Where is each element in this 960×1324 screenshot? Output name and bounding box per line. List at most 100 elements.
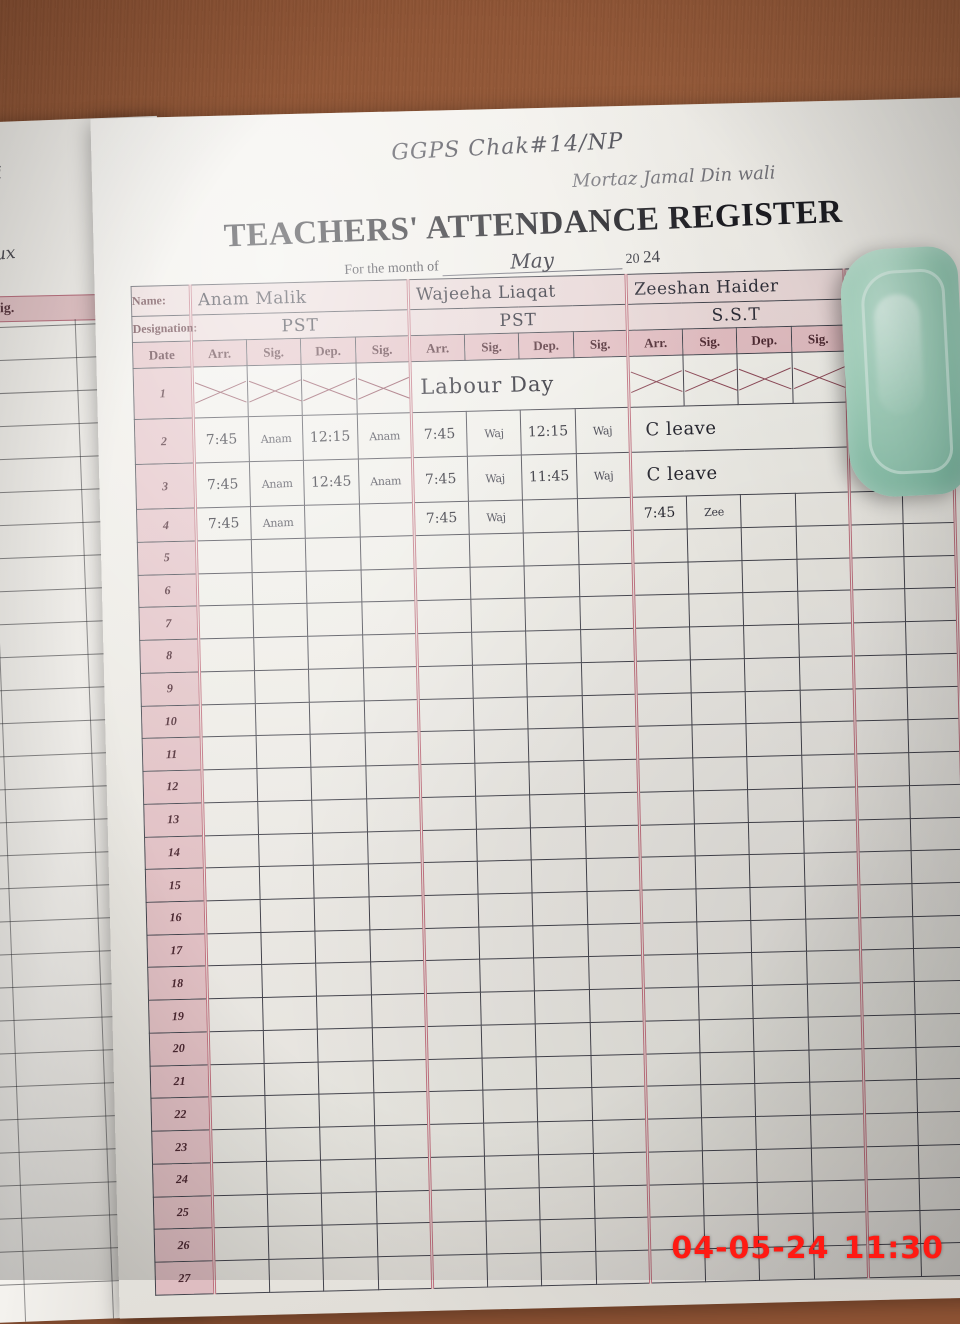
entry-cell[interactable]: [423, 894, 479, 929]
entry-cell[interactable]: [856, 785, 910, 820]
entry-cell[interactable]: [537, 1087, 593, 1122]
entry-cell[interactable]: [268, 1258, 324, 1293]
entry-cell[interactable]: [918, 1176, 960, 1211]
entry-cell[interactable]: [540, 1218, 596, 1253]
entry-cell[interactable]: Waj: [465, 410, 522, 457]
entry-cell[interactable]: [744, 657, 800, 692]
entry-cell[interactable]: [795, 524, 852, 559]
entry-cell[interactable]: [371, 1026, 428, 1061]
entry-cell[interactable]: [700, 1083, 756, 1118]
entry-cell[interactable]: [359, 502, 415, 537]
entry-cell[interactable]: [864, 1112, 918, 1147]
entry-cell[interactable]: [687, 560, 744, 595]
entry-cell[interactable]: [480, 1023, 537, 1058]
entry-cell[interactable]: [795, 492, 851, 527]
entry-cell[interactable]: [431, 1221, 487, 1256]
entry-cell[interactable]: [902, 522, 956, 557]
entry-cell[interactable]: [750, 886, 806, 921]
entry-cell[interactable]: [580, 628, 636, 663]
entry-cell[interactable]: [314, 929, 371, 964]
entry-cell[interactable]: [855, 719, 909, 754]
entry-cell[interactable]: [207, 997, 263, 1032]
entry-cell[interactable]: [421, 828, 477, 863]
entry-cell[interactable]: [698, 985, 754, 1020]
entry-cell[interactable]: [743, 624, 800, 659]
entry-cell[interactable]: [695, 887, 752, 922]
entry-cell[interactable]: [264, 1094, 320, 1129]
entry-cell[interactable]: [428, 1090, 484, 1125]
entry-cell[interactable]: [586, 890, 643, 925]
entry-cell[interactable]: [262, 1029, 319, 1064]
entry-cell[interactable]: [250, 538, 307, 573]
entry-cell[interactable]: [263, 1061, 319, 1096]
entry-cell[interactable]: [858, 850, 912, 885]
entry-cell[interactable]: [477, 892, 534, 927]
entry-cell-crossed[interactable]: [246, 364, 303, 417]
entry-cell[interactable]: [424, 926, 480, 961]
entry-cell[interactable]: [363, 699, 420, 734]
entry-cell[interactable]: [472, 696, 529, 731]
entry-cell[interactable]: [306, 569, 362, 604]
entry-cell[interactable]: [806, 950, 862, 985]
entry-cell[interactable]: [199, 670, 255, 705]
entry-cell[interactable]: [310, 733, 366, 768]
entry-cell[interactable]: [632, 528, 688, 563]
entry-cell[interactable]: [866, 1178, 920, 1213]
entry-cell[interactable]: [694, 854, 751, 889]
entry-cell[interactable]: [376, 1222, 433, 1257]
entry-cell[interactable]: [865, 1145, 919, 1180]
entry-cell[interactable]: [915, 1045, 960, 1080]
entry-cell[interactable]: [592, 1119, 648, 1154]
entry-cell[interactable]: [362, 633, 418, 668]
entry-cell[interactable]: [528, 727, 584, 762]
entry-cell[interactable]: [751, 918, 807, 953]
entry-cell[interactable]: 7:45: [193, 416, 249, 464]
entry-cell[interactable]: [258, 865, 315, 900]
entry-cell[interactable]: [419, 730, 475, 765]
entry-cell[interactable]: [266, 1192, 323, 1227]
entry-cell[interactable]: [741, 526, 797, 561]
entry-cell[interactable]: [851, 556, 905, 591]
entry-cell[interactable]: [476, 860, 533, 895]
entry-cell[interactable]: [529, 793, 586, 828]
entry-cell[interactable]: [850, 523, 904, 558]
entry-cell[interactable]: [752, 984, 808, 1019]
entry-cell[interactable]: [306, 602, 363, 637]
entry-cell[interactable]: [375, 1157, 431, 1192]
entry-cell[interactable]: [634, 627, 691, 662]
entry-cell[interactable]: [579, 595, 635, 630]
entry-cell[interactable]: [522, 498, 578, 533]
entry-cell[interactable]: [747, 755, 803, 790]
entry-cell[interactable]: [756, 1148, 812, 1183]
entry-cell[interactable]: [538, 1153, 594, 1188]
entry-cell[interactable]: [308, 667, 364, 702]
entry-cell[interactable]: [643, 987, 699, 1022]
entry-cell[interactable]: [304, 504, 360, 539]
entry-cell[interactable]: [585, 857, 642, 892]
entry-cell[interactable]: [430, 1188, 486, 1223]
entry-cell[interactable]: [267, 1225, 323, 1260]
entry-cell[interactable]: [646, 1117, 703, 1152]
entry-cell[interactable]: [211, 1161, 267, 1196]
entry-cell[interactable]: [852, 621, 906, 656]
entry-cell[interactable]: Waj: [468, 500, 524, 535]
entry-cell[interactable]: [799, 655, 855, 690]
entry-cell[interactable]: [206, 964, 263, 1000]
entry-cell[interactable]: [917, 1144, 960, 1179]
entry-cell[interactable]: [524, 564, 580, 599]
entry-cell[interactable]: [911, 882, 960, 917]
entry-cell[interactable]: [370, 960, 426, 996]
entry-cell[interactable]: [204, 866, 260, 901]
entry-cell[interactable]: 7:45: [412, 456, 469, 503]
entry-cell[interactable]: [541, 1251, 597, 1286]
entry-span-cell[interactable]: Labour Day: [410, 356, 630, 413]
entry-cell[interactable]: [415, 566, 471, 602]
entry-cell[interactable]: [429, 1155, 485, 1191]
entry-cell[interactable]: [416, 632, 473, 667]
entry-cell[interactable]: [365, 764, 421, 799]
entry-cell[interactable]: 7:45: [411, 411, 468, 458]
entry-cell[interactable]: [531, 858, 587, 893]
entry-cell[interactable]: [757, 1180, 813, 1215]
entry-cell[interactable]: [310, 765, 367, 801]
entry-cell-crossed[interactable]: [737, 352, 793, 405]
